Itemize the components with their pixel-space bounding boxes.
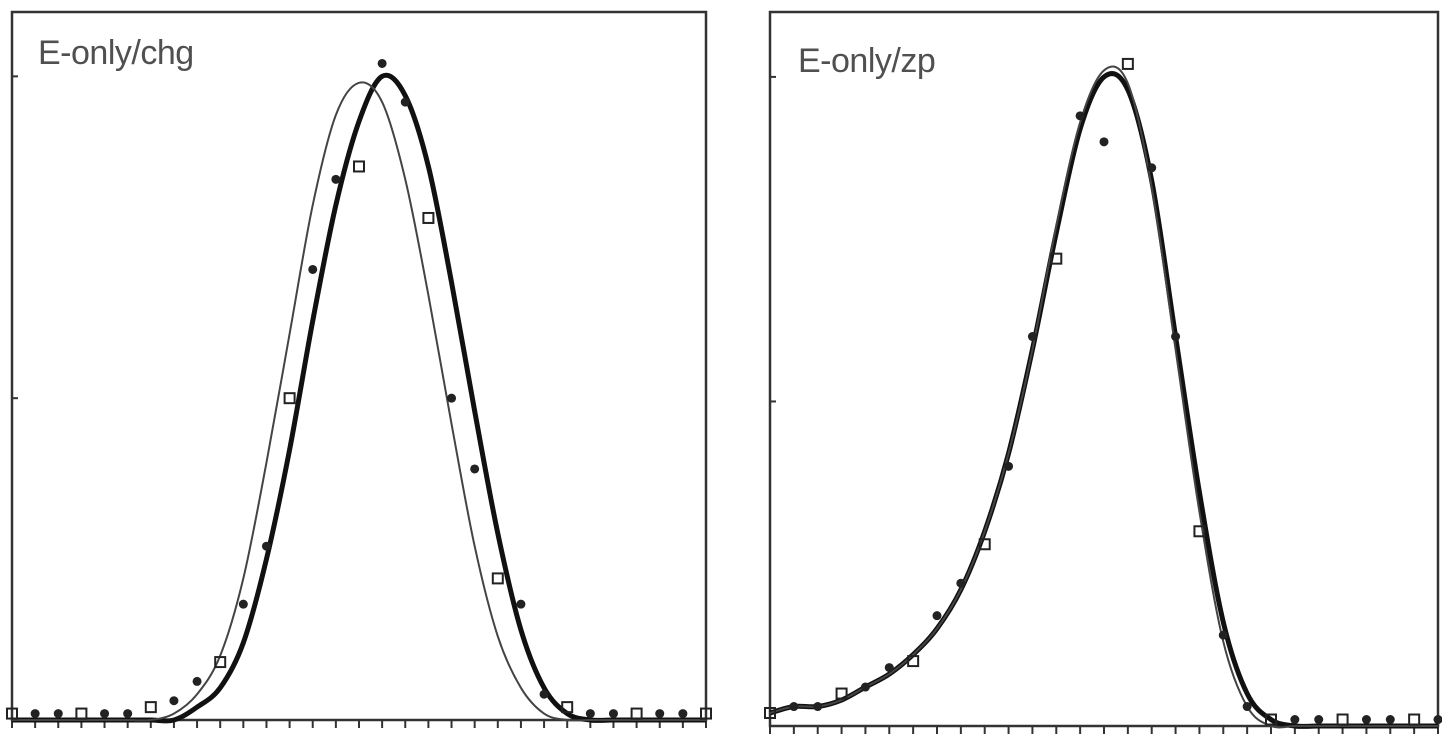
data-marker-dot xyxy=(956,578,966,588)
data-marker-dot xyxy=(655,709,665,719)
data-marker-dot xyxy=(331,174,341,184)
data-marker-square xyxy=(214,656,227,669)
chart-right-svg xyxy=(764,10,1442,734)
data-marker-dot xyxy=(53,709,63,719)
data-marker-dot xyxy=(238,599,248,609)
series-line-thick xyxy=(769,71,1438,729)
data-marker-dot xyxy=(1314,715,1324,725)
data-marker-dot xyxy=(1171,332,1181,342)
data-marker-square xyxy=(422,211,435,224)
data-marker-square xyxy=(764,707,776,720)
data-marker-square xyxy=(835,687,848,700)
data-marker-dot xyxy=(678,709,688,719)
data-marker-square xyxy=(1265,713,1277,726)
data-marker-dot xyxy=(1147,163,1157,173)
data-marker-dot xyxy=(261,541,271,551)
data-marker-dot xyxy=(932,611,942,621)
data-marker-square xyxy=(1193,525,1206,538)
data-marker-dot xyxy=(400,97,410,107)
data-marker-square xyxy=(353,160,365,173)
chart-left-svg xyxy=(6,10,712,728)
data-marker-dot xyxy=(585,709,595,719)
data-marker-dot xyxy=(789,702,799,712)
data-marker-square xyxy=(1050,252,1063,265)
data-marker-square xyxy=(978,538,991,551)
plot-frame xyxy=(768,10,1440,728)
data-marker-dot xyxy=(860,682,870,692)
data-marker-square xyxy=(491,572,504,585)
data-marker-dot xyxy=(308,264,318,274)
data-marker-dot xyxy=(1385,715,1395,725)
data-marker-dot xyxy=(377,58,387,68)
data-marker-dot xyxy=(192,676,202,686)
data-marker-dot xyxy=(1242,702,1252,712)
data-marker-dot xyxy=(1027,332,1037,342)
data-marker-square xyxy=(700,707,712,720)
data-marker-dot xyxy=(1075,111,1085,121)
data-marker-dot xyxy=(447,393,457,403)
data-marker-square xyxy=(630,707,643,720)
data-marker-dot xyxy=(539,689,549,699)
data-marker-dot xyxy=(1433,715,1442,725)
data-marker-dot xyxy=(516,599,526,609)
data-marker-square xyxy=(907,655,920,668)
data-marker-square xyxy=(1336,713,1349,726)
chart-title: E-only/chg xyxy=(38,34,194,72)
data-marker-square xyxy=(283,392,296,405)
data-marker-dot xyxy=(123,709,133,719)
data-marker-dot xyxy=(1290,715,1300,725)
data-marker-dot xyxy=(100,709,110,719)
data-marker-dot xyxy=(813,702,823,712)
data-marker-square xyxy=(144,701,157,714)
chart-panel-left: E-only/chg xyxy=(0,0,720,736)
data-marker-dot xyxy=(884,663,894,673)
data-marker-dot xyxy=(470,464,480,474)
series-line-thin xyxy=(769,65,1438,729)
data-marker-dot xyxy=(169,696,179,706)
data-marker-square xyxy=(1408,713,1421,726)
data-marker-dot xyxy=(1004,461,1014,471)
data-marker-dot xyxy=(1099,137,1109,147)
series-line-thin xyxy=(12,81,706,722)
data-marker-dot xyxy=(1218,630,1228,640)
data-marker-dot xyxy=(30,709,40,719)
data-marker-dot xyxy=(1361,715,1371,725)
data-marker-square xyxy=(75,707,88,720)
chart-title: E-only/zp xyxy=(798,42,936,80)
chart-panel-right: E-only/zp xyxy=(738,0,1442,736)
data-marker-square xyxy=(561,701,574,714)
data-marker-square xyxy=(1121,57,1134,70)
data-marker-dot xyxy=(608,709,618,719)
data-marker-square xyxy=(6,707,18,720)
